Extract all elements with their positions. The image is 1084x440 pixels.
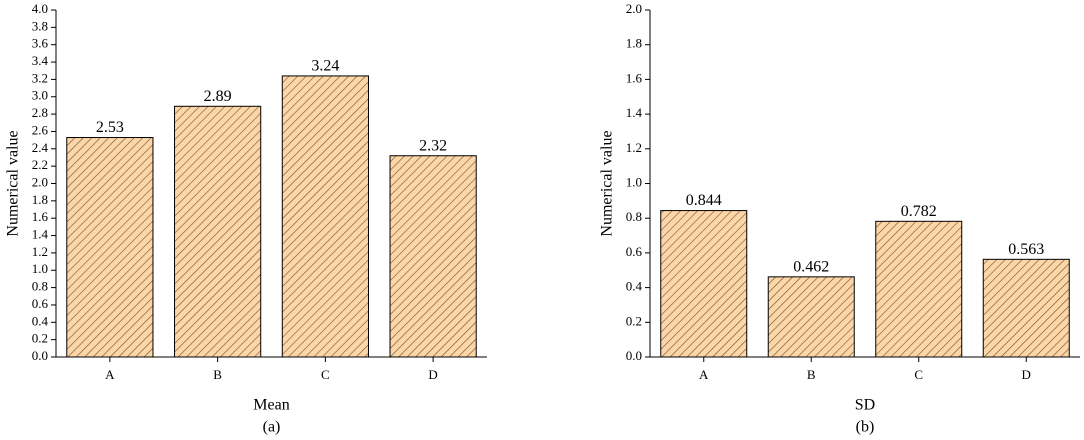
bar (174, 105, 262, 358)
y-tick-label: 0.8 (32, 279, 48, 294)
y-tick-label: 2.0 (32, 174, 48, 189)
y-tick-label: 3.0 (32, 88, 48, 103)
y-tick-label: 2.6 (32, 122, 49, 137)
value-label: 2.32 (419, 137, 447, 154)
x-tick-label: D (1022, 367, 1031, 382)
y-tick-label: 3.8 (32, 18, 48, 33)
y-tick-label: 0.4 (32, 313, 49, 328)
x-tick-label: D (428, 367, 437, 382)
value-label: 3.24 (311, 58, 339, 75)
caption: (b) (856, 419, 875, 436)
bar (281, 75, 369, 358)
bar (66, 137, 154, 358)
y-tick-label: 1.2 (626, 140, 642, 155)
value-label: 0.563 (1008, 241, 1044, 258)
y-tick-label: 1.0 (626, 174, 642, 189)
y-tick-label: 2.4 (32, 140, 49, 155)
y-tick-label: 1.6 (32, 209, 49, 224)
y-tick-label: 0.4 (626, 279, 643, 294)
x-tick-label: B (807, 367, 816, 382)
value-label: 2.89 (204, 88, 232, 105)
bar (389, 155, 477, 358)
bar (982, 258, 1070, 358)
x-tick-label: A (105, 367, 115, 382)
bar (875, 220, 963, 358)
bar (660, 210, 748, 358)
value-label: 0.462 (793, 259, 829, 276)
y-tick-label: 3.2 (32, 70, 48, 85)
value-label: 0.844 (686, 192, 722, 209)
y-tick-label: 0.8 (626, 209, 642, 224)
bar (767, 276, 855, 358)
y-tick-label: 2.0 (626, 1, 642, 16)
y-tick-label: 3.6 (32, 36, 49, 51)
y-tick-label: 2.2 (32, 157, 48, 172)
y-tick-label: 1.6 (626, 70, 643, 85)
y-tick-label: 4.0 (32, 1, 48, 16)
y-tick-label: 1.0 (32, 261, 48, 276)
y-tick-label: 1.2 (32, 244, 48, 259)
value-label: 2.53 (96, 119, 124, 136)
y-tick-label: 1.8 (626, 36, 642, 51)
y-tick-label: 1.4 (32, 227, 49, 242)
x-axis-label: Mean (253, 397, 289, 414)
y-axis-label: Numerical value (599, 130, 616, 236)
x-tick-label: B (213, 367, 222, 382)
x-tick-label: A (699, 367, 709, 382)
y-tick-label: 0.2 (626, 313, 642, 328)
y-tick-label: 0.0 (32, 348, 48, 363)
y-tick-label: 1.4 (626, 105, 643, 120)
caption: (a) (263, 419, 281, 436)
y-tick-label: 1.8 (32, 192, 48, 207)
y-tick-label: 0.6 (32, 296, 49, 311)
value-label: 0.782 (901, 203, 937, 220)
y-axis-label: Numerical value (5, 130, 22, 236)
x-axis-label: SD (855, 397, 875, 414)
y-tick-label: 0.6 (626, 244, 643, 259)
y-tick-label: 0.0 (626, 348, 642, 363)
y-tick-label: 0.2 (32, 331, 48, 346)
y-tick-label: 3.4 (32, 53, 49, 68)
y-tick-label: 2.8 (32, 105, 48, 120)
x-tick-label: C (914, 367, 923, 382)
x-tick-label: C (321, 367, 330, 382)
